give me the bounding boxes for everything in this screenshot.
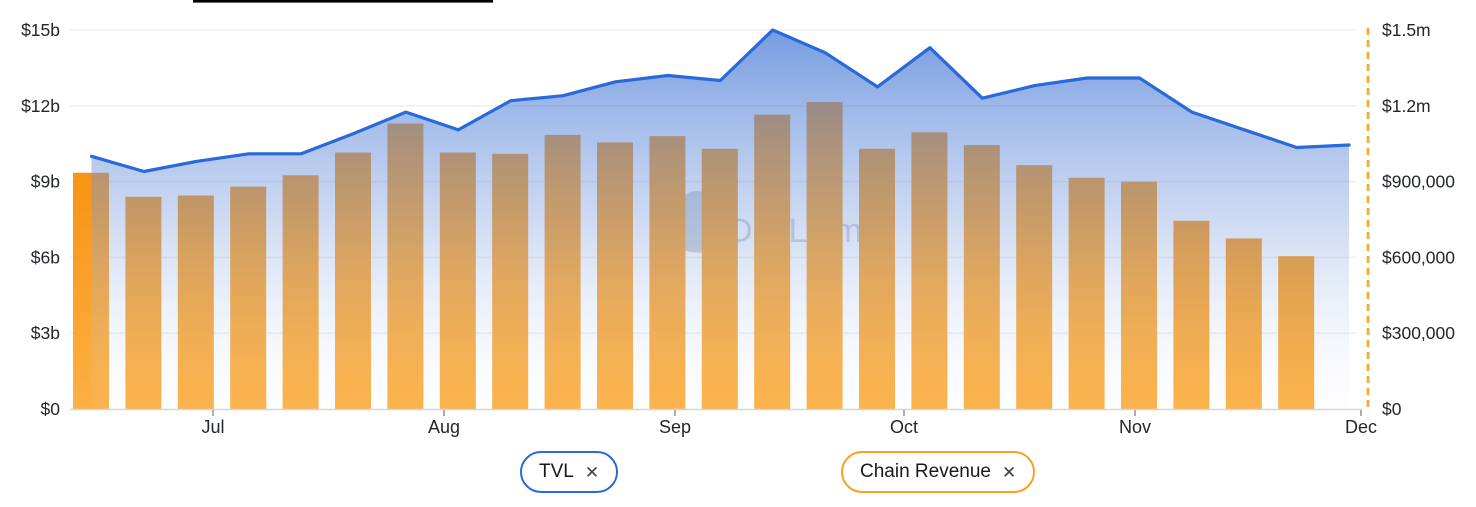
right-axis-tick-label: $1.2m — [1382, 96, 1431, 116]
tvl-area — [91, 30, 1350, 409]
legend-label-chain-revenue: Chain Revenue — [860, 461, 991, 482]
labels-layer: $0 $3b $6b $9b $12b $15b $0 $300,000 $600,000 $90… — [21, 20, 1455, 437]
area-layer — [91, 30, 1350, 409]
left-axis-tick-label: $6b — [31, 247, 60, 267]
remove-chain-revenue-icon[interactable]: ✕ — [1001, 462, 1017, 482]
right-axis-tick-label: $600,000 — [1382, 247, 1455, 267]
legend-pill-chain-revenue[interactable]: Chain Revenue ✕ — [841, 451, 1036, 493]
x-axis-month-label: Jul — [201, 417, 224, 437]
line-layer — [89, 28, 1351, 174]
top-rule — [193, 0, 493, 3]
right-axis-tick-label: $1.5m — [1382, 20, 1431, 40]
tvl-line[interactable] — [89, 28, 1351, 174]
left-axis-tick-label: $9b — [31, 172, 60, 192]
remove-tvl-icon[interactable]: ✕ — [584, 462, 600, 482]
left-axis-tick-label: $0 — [41, 399, 61, 419]
legend-label-tvl: TVL — [539, 461, 574, 482]
right-axis-tick-label: $300,000 — [1382, 323, 1455, 343]
left-axis-tick-label: $3b — [31, 323, 60, 343]
left-axis-tick-label: $12b — [21, 96, 60, 116]
combo-chart: DefiLlama $0$3b$6b$9b$12b$15b$0$300,000$… — [21, 0, 1455, 437]
right-axis-tick-label: $900,000 — [1382, 172, 1455, 192]
x-axis-month-label: Aug — [428, 417, 460, 437]
x-axis-month-label: Dec — [1345, 417, 1377, 437]
left-axis-tick-label: $15b — [21, 20, 60, 40]
axes-layer — [70, 0, 1370, 416]
x-axis-month-label: Nov — [1119, 417, 1151, 437]
x-axis-month-label: Oct — [890, 417, 918, 437]
x-axis-month-label: Sep — [659, 417, 691, 437]
legend-pill-tvl[interactable]: TVL ✕ — [520, 451, 619, 493]
right-axis-tick-label: $0 — [1382, 399, 1402, 419]
